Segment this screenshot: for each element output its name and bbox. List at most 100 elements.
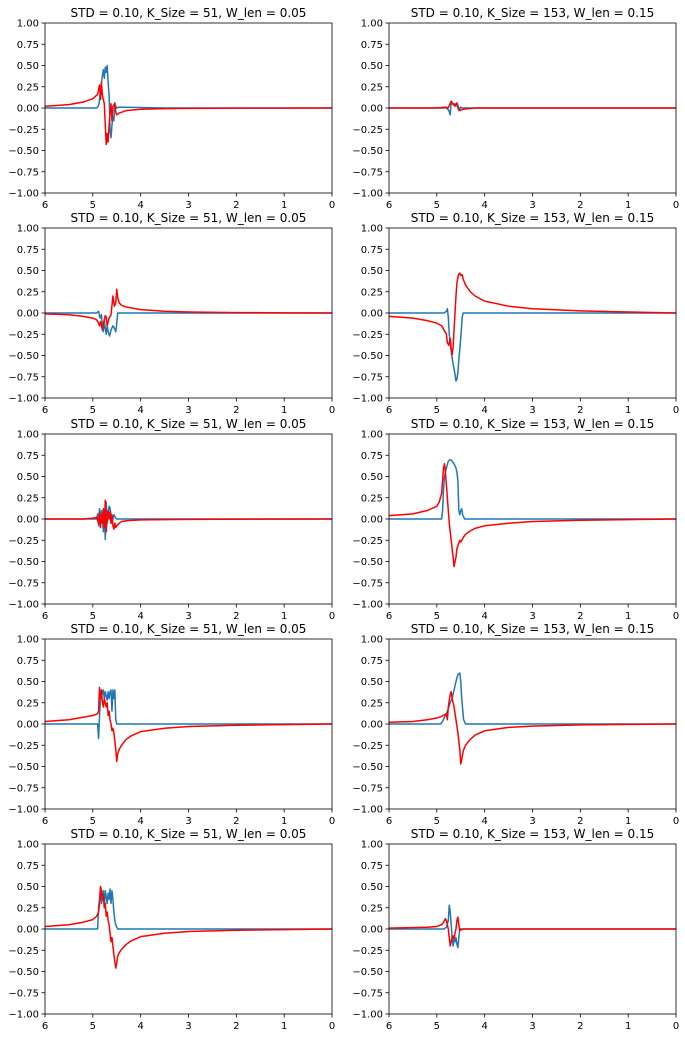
y-tick-label: 0.25 [361, 698, 383, 709]
x-tick-label: 3 [529, 1021, 535, 1032]
y-tick-label: 0.25 [17, 82, 39, 93]
x-tick-label: 5 [90, 405, 96, 416]
x-tick-label: 3 [529, 200, 535, 211]
subplot-title: STD = 0.10, K_Size = 51, W_len = 0.05 [71, 827, 307, 841]
subplot-title: STD = 0.10, K_Size = 153, W_len = 0.15 [411, 6, 655, 20]
y-tick-label: −0.25 [352, 536, 383, 547]
y-tick-label: 0.00 [17, 515, 39, 526]
series-line-blue [45, 501, 332, 541]
y-tick-label: 0.25 [17, 698, 39, 709]
subplot-9: STD = 0.10, K_Size = 51, W_len = 0.05 1.0… [8, 827, 335, 1032]
y-tick-label: 1.00 [361, 430, 383, 441]
y-tick-label: 0.00 [361, 515, 383, 526]
y-tick-label: −0.25 [8, 536, 39, 547]
y-tick-label: 0.75 [361, 656, 383, 667]
x-tick-label: 0 [329, 1021, 335, 1032]
series-line-red [389, 690, 676, 765]
x-tick-label: 1 [281, 405, 287, 416]
x-tick-label: 0 [673, 405, 679, 416]
y-tick-label: 0.75 [17, 656, 39, 667]
subplot-title: STD = 0.10, K_Size = 51, W_len = 0.05 [71, 622, 307, 636]
y-tick-label: 0.25 [361, 493, 383, 504]
y-tick-label: −0.25 [352, 330, 383, 341]
subplot-title: STD = 0.10, K_Size = 153, W_len = 0.15 [411, 417, 655, 431]
y-tick-label: −0.50 [352, 762, 383, 773]
x-tick-label: 4 [137, 611, 143, 622]
series-line-blue [389, 672, 676, 725]
y-tick-label: −0.50 [8, 967, 39, 978]
x-tick-label: 3 [529, 816, 535, 827]
series-line-blue [45, 689, 332, 740]
subplot-title: STD = 0.10, K_Size = 153, W_len = 0.15 [411, 827, 655, 841]
subplot-8: STD = 0.10, K_Size = 153, W_len = 0.15 1.… [352, 622, 679, 827]
subplot-10: STD = 0.10, K_Size = 153, W_len = 0.15 1.… [352, 827, 679, 1032]
x-tick-label: 2 [577, 1021, 583, 1032]
y-tick-label: −0.75 [8, 783, 39, 794]
subplot-7: STD = 0.10, K_Size = 51, W_len = 0.05 1.0… [8, 622, 335, 827]
x-tick-label: 3 [185, 405, 191, 416]
series-line-red [389, 100, 676, 112]
x-tick-label: 6 [42, 611, 48, 622]
subplot-title: STD = 0.10, K_Size = 51, W_len = 0.05 [71, 417, 307, 431]
x-tick-label: 0 [673, 611, 679, 622]
y-tick-label: −0.75 [8, 372, 39, 383]
x-tick-label: 2 [233, 200, 239, 211]
x-tick-label: 6 [42, 816, 48, 827]
x-tick-label: 2 [233, 816, 239, 827]
y-tick-label: 0.50 [361, 882, 383, 893]
x-tick-label: 6 [42, 1021, 48, 1032]
y-tick-label: 0.75 [361, 861, 383, 872]
x-tick-label: 1 [281, 200, 287, 211]
series-line-blue [45, 310, 332, 337]
subplot-2: STD = 0.10, K_Size = 153, W_len = 0.15 1.… [352, 6, 679, 211]
series-line-red [389, 463, 676, 568]
x-tick-label: 2 [233, 1021, 239, 1032]
x-tick-label: 5 [90, 1021, 96, 1032]
x-tick-label: 3 [185, 816, 191, 827]
y-tick-label: 1.00 [361, 840, 383, 851]
y-tick-label: −0.25 [8, 741, 39, 752]
series-line-blue [389, 458, 676, 520]
series-line-red [45, 499, 332, 533]
y-tick-label: 0.25 [361, 287, 383, 298]
y-tick-label: −0.75 [352, 372, 383, 383]
y-tick-label: 0.75 [17, 40, 39, 51]
y-tick-label: 0.00 [17, 720, 39, 731]
subplot-title: STD = 0.10, K_Size = 51, W_len = 0.05 [71, 6, 307, 20]
y-tick-label: −0.25 [8, 946, 39, 957]
y-tick-label: 0.50 [17, 61, 39, 72]
x-tick-label: 6 [386, 816, 392, 827]
x-tick-label: 6 [386, 405, 392, 416]
y-tick-label: 1.00 [361, 19, 383, 30]
x-tick-label: 1 [625, 200, 631, 211]
y-tick-label: 0.50 [361, 266, 383, 277]
x-tick-label: 5 [434, 200, 440, 211]
x-tick-label: 1 [281, 816, 287, 827]
y-tick-label: −1.00 [352, 189, 383, 200]
x-tick-label: 3 [529, 611, 535, 622]
x-tick-label: 3 [185, 1021, 191, 1032]
x-tick-label: 5 [90, 200, 96, 211]
y-tick-label: 1.00 [17, 635, 39, 646]
y-tick-label: −0.75 [352, 988, 383, 999]
y-tick-label: −1.00 [8, 394, 39, 405]
y-tick-label: −0.75 [352, 578, 383, 589]
x-tick-label: 3 [185, 611, 191, 622]
y-tick-label: 0.75 [17, 451, 39, 462]
y-tick-label: 0.00 [17, 925, 39, 936]
series-line-blue [45, 64, 332, 139]
y-tick-label: −1.00 [8, 805, 39, 816]
x-tick-label: 2 [577, 611, 583, 622]
x-tick-label: 6 [386, 611, 392, 622]
x-tick-label: 3 [185, 200, 191, 211]
x-tick-label: 2 [233, 405, 239, 416]
y-tick-label: 1.00 [17, 430, 39, 441]
series-line-red [389, 916, 676, 947]
subplot-title: STD = 0.10, K_Size = 153, W_len = 0.15 [411, 622, 655, 636]
y-tick-label: −0.75 [8, 578, 39, 589]
subplot-5: STD = 0.10, K_Size = 51, W_len = 0.05 1.0… [8, 417, 335, 622]
y-tick-label: 1.00 [361, 224, 383, 235]
x-tick-label: 2 [577, 200, 583, 211]
y-tick-label: −0.25 [8, 125, 39, 136]
x-tick-label: 1 [625, 1021, 631, 1032]
